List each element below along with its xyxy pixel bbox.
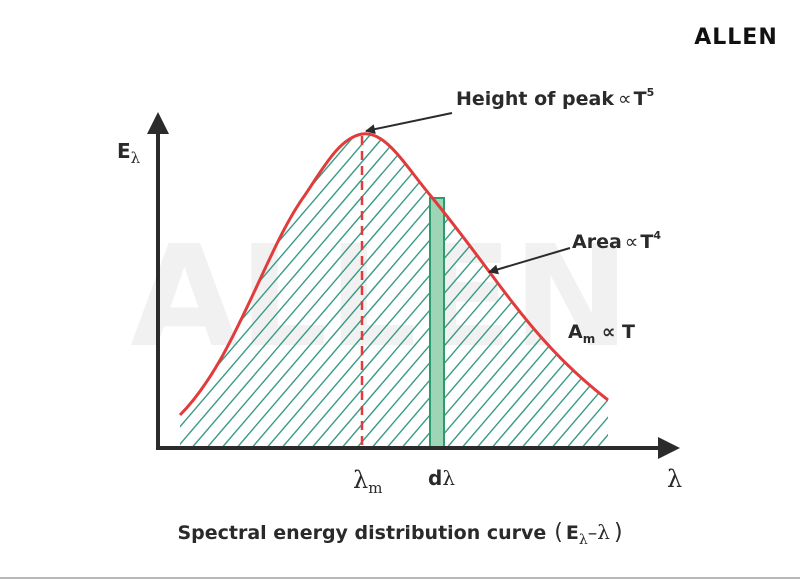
bottom-divider: [0, 577, 800, 579]
allen-logo: ALLEN: [694, 25, 778, 50]
hatch-line: [715, 100, 800, 450]
hatch-line: [534, 133, 608, 448]
hatch-line: [180, 133, 416, 448]
area-annotation: Area ∝ T4: [572, 229, 661, 253]
caption: Spectral energy distribution curve(Eλ–λ): [177, 520, 622, 548]
y-axis-label: Eλ: [117, 139, 141, 167]
hatch-line: [700, 100, 800, 450]
hatch-line: [459, 133, 608, 448]
hatch-line: [670, 100, 800, 450]
hatch-line: [519, 133, 608, 448]
hatch-line: [610, 100, 800, 450]
hatch-line: [0, 100, 130, 450]
am-annotation: Am ∝ T: [568, 321, 635, 346]
hatch-line: [489, 133, 608, 448]
hatch-line: [640, 100, 800, 450]
hatch-line: [625, 100, 800, 450]
spectral-curve: [178, 132, 609, 417]
hatch-line: [474, 133, 608, 448]
x-axis-label: λ: [667, 465, 682, 493]
lambda-m-label: λm: [353, 466, 382, 497]
area-pointer-arrow: [488, 247, 571, 275]
hatch-line: [685, 100, 800, 450]
hatch-line: [0, 100, 100, 450]
d-lambda-label: dλ: [428, 466, 455, 490]
hatch-line: [180, 133, 431, 448]
hatch-line: [655, 100, 800, 450]
d-lambda-strip: [429, 197, 445, 449]
peak-pointer-arrow: [365, 112, 453, 135]
x-axis-arrow: [658, 437, 680, 459]
hatch-line: [0, 100, 115, 450]
peak-height-annotation: Height of peak ∝ T5: [456, 86, 654, 110]
hatch-line: [504, 133, 608, 448]
y-axis-arrow: [147, 112, 169, 134]
